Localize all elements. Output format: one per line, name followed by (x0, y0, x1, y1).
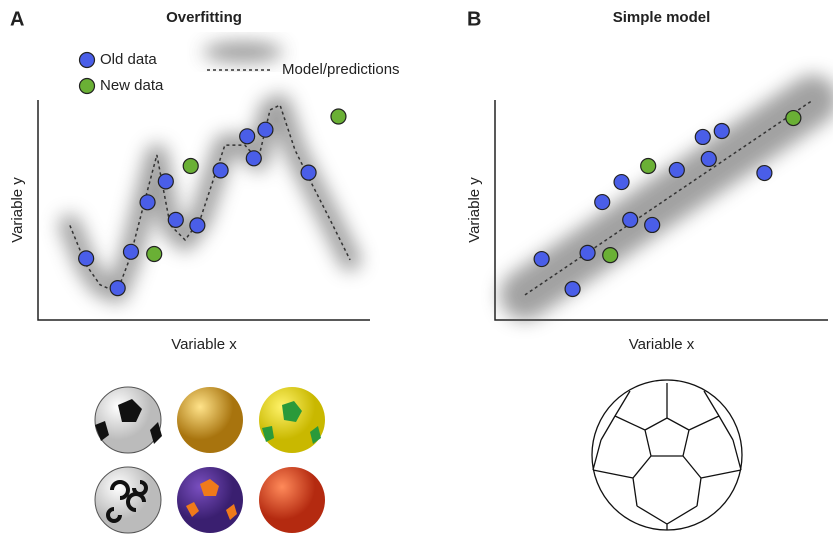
data-point (190, 218, 205, 233)
data-point (246, 151, 261, 166)
data-point (123, 244, 138, 259)
data-point (603, 248, 618, 263)
simple-ball (592, 380, 742, 530)
ball (259, 467, 325, 533)
panel-letter: B (467, 8, 481, 30)
data-point (714, 124, 729, 139)
data-point (786, 111, 801, 126)
data-point (240, 129, 255, 144)
y-axis-label: Variable y (9, 177, 26, 243)
data-point (213, 163, 228, 178)
legend-label: New data (100, 77, 164, 94)
data-point (645, 217, 660, 232)
data-point (258, 122, 273, 137)
data-point (140, 195, 155, 210)
data-point (168, 212, 183, 227)
data-point (641, 159, 656, 174)
y-axis-label: Variable y (466, 177, 483, 243)
legend-label: Old data (100, 51, 157, 68)
ball-images (95, 380, 742, 533)
data-point (147, 247, 162, 262)
data-point (695, 129, 710, 144)
chart-title: Simple model (613, 9, 711, 26)
data-point (595, 195, 610, 210)
data-point (110, 281, 125, 296)
data-point (669, 162, 684, 177)
data-point (534, 252, 549, 267)
ball (177, 387, 243, 453)
figure: A Overfitting Variable x Variable y Old data… (0, 0, 833, 538)
data-point (183, 159, 198, 174)
data-point (614, 175, 629, 190)
data-point (623, 212, 638, 227)
data-point (301, 165, 316, 180)
model-glow (70, 105, 350, 292)
legend-glow (203, 42, 283, 62)
legend-marker (80, 53, 95, 68)
data-point (79, 251, 94, 266)
data-point (757, 166, 772, 181)
data-point (158, 174, 173, 189)
legend-marker (80, 79, 95, 94)
chart-title: Overfitting (166, 9, 242, 26)
data-point (331, 109, 346, 124)
x-axis-label: Variable x (171, 336, 237, 353)
ball (177, 467, 243, 533)
x-axis-label: Variable x (629, 336, 695, 353)
data-point (580, 245, 595, 260)
data-point (701, 151, 716, 166)
panel-letter: A (10, 8, 24, 30)
legend-label: Model/predictions (282, 61, 400, 78)
data-point (565, 281, 580, 296)
